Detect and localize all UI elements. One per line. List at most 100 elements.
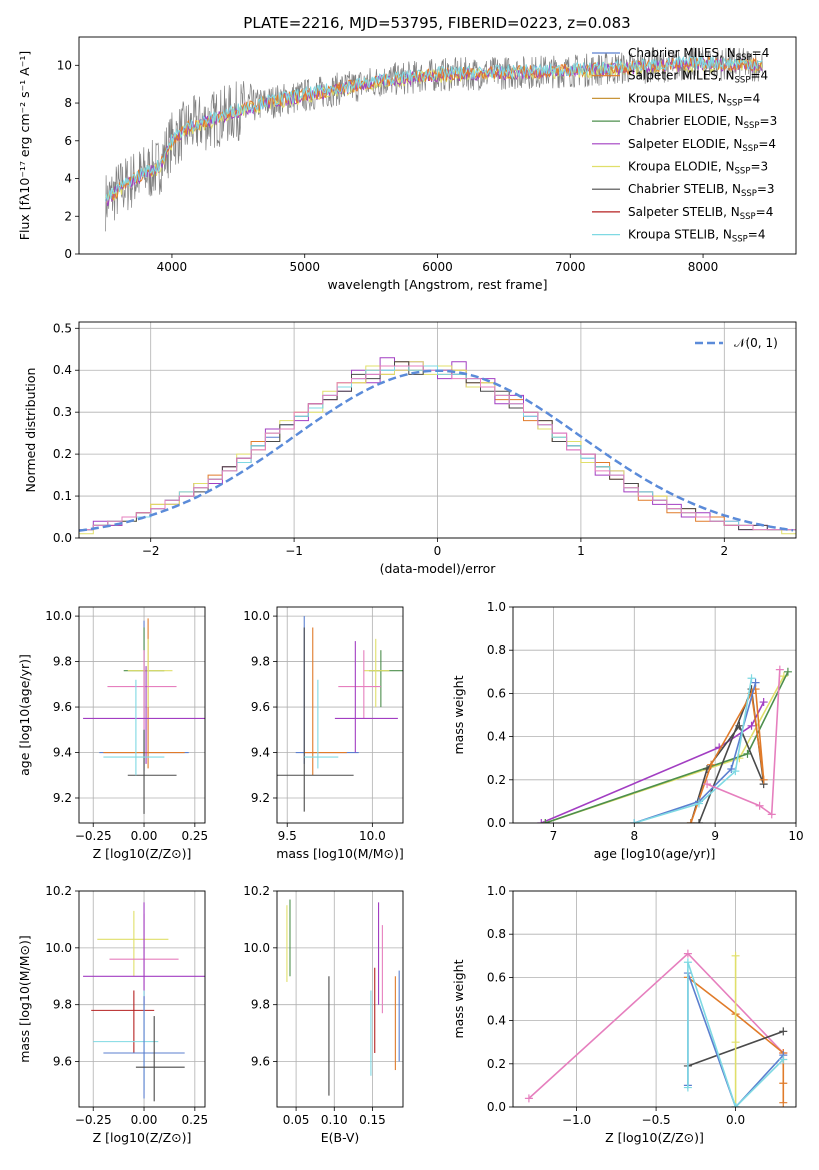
weight-marker bbox=[779, 1027, 788, 1036]
legend-sub: SSP bbox=[727, 98, 743, 108]
legend-entry: Chabrier ELODIE, NSSP=3 bbox=[628, 114, 777, 131]
y-tick-label: 0.8 bbox=[487, 927, 506, 941]
legend-entry: Salpeter ELODIE, NSSP=4 bbox=[628, 137, 776, 154]
x-tick-label: −2 bbox=[142, 544, 160, 558]
x-tick-label: 6000 bbox=[422, 260, 453, 274]
x-tick-label: 0.25 bbox=[181, 829, 208, 843]
normal-curve bbox=[79, 369, 794, 532]
weight-marker bbox=[731, 767, 740, 776]
legend-label: Salpeter MILES, N bbox=[628, 69, 735, 83]
weight-marker bbox=[630, 819, 639, 823]
axes-frame bbox=[276, 890, 404, 1108]
weight-marker bbox=[759, 775, 768, 784]
panel-residuals: −2 −1 0 1 2 0.0 0.1 0.2 0.3 0.4 0.5 (data-model)/er… bbox=[23, 321, 797, 576]
panel-weight-vs-Z: −1.0 −0.5 0.0 0.0 0.2 0.4 0.6 0.8 1.0 Z [log10(Z/… bbox=[451, 884, 797, 1145]
x-axis-label: (data-model)/error bbox=[380, 561, 497, 576]
y-tick-label: 10.0 bbox=[45, 609, 72, 623]
weight-line-salpeter-elodie bbox=[540, 701, 765, 823]
x-axis-label: E(B-V) bbox=[321, 1130, 360, 1145]
x-tick-label: 8000 bbox=[688, 260, 719, 274]
weight-marker bbox=[727, 765, 736, 773]
y-tick-label: 0.4 bbox=[487, 730, 506, 744]
legend-n: =3 bbox=[757, 182, 775, 196]
y-tick-label: 10.0 bbox=[243, 941, 270, 955]
legend-sub: SSP bbox=[742, 144, 758, 154]
panel-mass-vs-EBV: 0.05 0.10 0.15 9.6 9.8 10.0 10.2 E(B-V) bbox=[243, 884, 404, 1145]
legend-n: =3 bbox=[750, 160, 768, 174]
x-axis-label: wavelength [Angstrom, rest frame] bbox=[327, 277, 547, 292]
x-tick-label: 0.25 bbox=[181, 1113, 208, 1127]
weight-marker bbox=[731, 951, 740, 960]
weight-marker bbox=[767, 810, 776, 819]
y-tick-label: 0.6 bbox=[487, 686, 506, 700]
legend-label: Salpeter STELIB, N bbox=[628, 205, 740, 219]
legend-label: Kroupa MILES, N bbox=[628, 91, 727, 105]
weight-line-chabrier-miles bbox=[634, 682, 757, 823]
y-tick-label: 9.2 bbox=[251, 791, 270, 805]
x-axis-label: Z [log10(Z/Z⊙)] bbox=[605, 1130, 704, 1145]
legend-sub: SSP bbox=[744, 121, 760, 131]
weight-marker bbox=[755, 801, 764, 810]
y-tick-label: 9.4 bbox=[251, 746, 270, 760]
y-tick-label: 0.8 bbox=[487, 643, 506, 657]
weight-marker bbox=[694, 819, 703, 823]
y-tick-label: 10 bbox=[57, 58, 72, 72]
spectrum-data-line bbox=[105, 46, 763, 232]
legend-n: =4 bbox=[750, 69, 768, 83]
x-tick-label: 1 bbox=[577, 544, 585, 558]
weight-line-kroupa-stelib bbox=[634, 678, 753, 823]
legend-entry: Salpeter STELIB, NSSP=4 bbox=[628, 205, 773, 222]
weight-marker bbox=[686, 819, 695, 823]
legend-label: Kroupa ELODIE, N bbox=[628, 160, 735, 174]
x-tick-label: 8 bbox=[630, 829, 638, 843]
legend-n: =4 bbox=[758, 137, 776, 151]
x-tick-label: −0.25 bbox=[75, 1113, 112, 1127]
weight-marker bbox=[703, 780, 712, 789]
weight-marker bbox=[537, 819, 546, 823]
y-tick-label: 0.2 bbox=[487, 773, 506, 787]
y-tick-label: 9.6 bbox=[251, 700, 270, 714]
weight-marker bbox=[524, 1094, 533, 1103]
weight-marker bbox=[779, 1055, 788, 1064]
legend-entry: Chabrier MILES, NSSP=4 bbox=[628, 46, 769, 63]
y-tick-label: 10.2 bbox=[243, 884, 270, 898]
y-tick-label: 9.8 bbox=[251, 998, 270, 1012]
legend-entry: Kroupa ELODIE, NSSP=3 bbox=[628, 160, 768, 177]
legend-n: =4 bbox=[756, 205, 774, 219]
x-tick-label: 0.05 bbox=[283, 1113, 310, 1127]
panel-weight-vs-age: 7 8 9 10 0.0 0.2 0.4 0.6 0.8 1.0 age [log10(age/yr… bbox=[451, 600, 804, 861]
x-tick-label: 10 bbox=[788, 829, 803, 843]
legend-sub: SSP bbox=[741, 189, 757, 199]
plot-area bbox=[524, 949, 788, 1107]
x-tick-label: 0.0 bbox=[726, 1113, 745, 1127]
legend-sub: SSP bbox=[740, 212, 756, 222]
y-tick-label: 1.0 bbox=[487, 884, 506, 898]
x-axis-label: age [log10(age/yr)] bbox=[594, 846, 716, 861]
plot-area bbox=[286, 899, 400, 1096]
weight-marker bbox=[683, 1083, 692, 1092]
weight-marker bbox=[779, 1098, 788, 1107]
x-tick-label: 2 bbox=[720, 544, 728, 558]
legend-label: Chabrier MILES, N bbox=[628, 46, 736, 60]
y-tick-label: 8 bbox=[64, 96, 72, 110]
legend-sub: SSP bbox=[732, 235, 748, 245]
weight-marker bbox=[783, 667, 792, 676]
x-tick-label: 7 bbox=[550, 829, 558, 843]
legend-label: Chabrier STELIB, N bbox=[628, 182, 741, 196]
legend-n: =4 bbox=[748, 228, 766, 242]
x-axis-label: Z [log10(Z/Z⊙)] bbox=[93, 846, 192, 861]
weight-marker bbox=[731, 1038, 740, 1047]
y-axis-label: age [log10(age/yr)] bbox=[17, 654, 32, 776]
weight-marker bbox=[779, 1079, 788, 1088]
y-tick-label: 9.2 bbox=[53, 791, 72, 805]
y-tick-label: 0.2 bbox=[487, 1057, 506, 1071]
axes-frame bbox=[78, 606, 206, 824]
histogram-pink bbox=[79, 365, 796, 531]
legend-entry: Chabrier STELIB, NSSP=3 bbox=[628, 182, 775, 199]
y-tick-label: 10.0 bbox=[243, 609, 270, 623]
x-tick-label: 0.15 bbox=[359, 1113, 386, 1127]
y-tick-label: 9.8 bbox=[251, 655, 270, 669]
legend-n: =4 bbox=[743, 91, 761, 105]
x-tick-label: 0 bbox=[434, 544, 442, 558]
y-tick-label: 9.6 bbox=[53, 700, 72, 714]
